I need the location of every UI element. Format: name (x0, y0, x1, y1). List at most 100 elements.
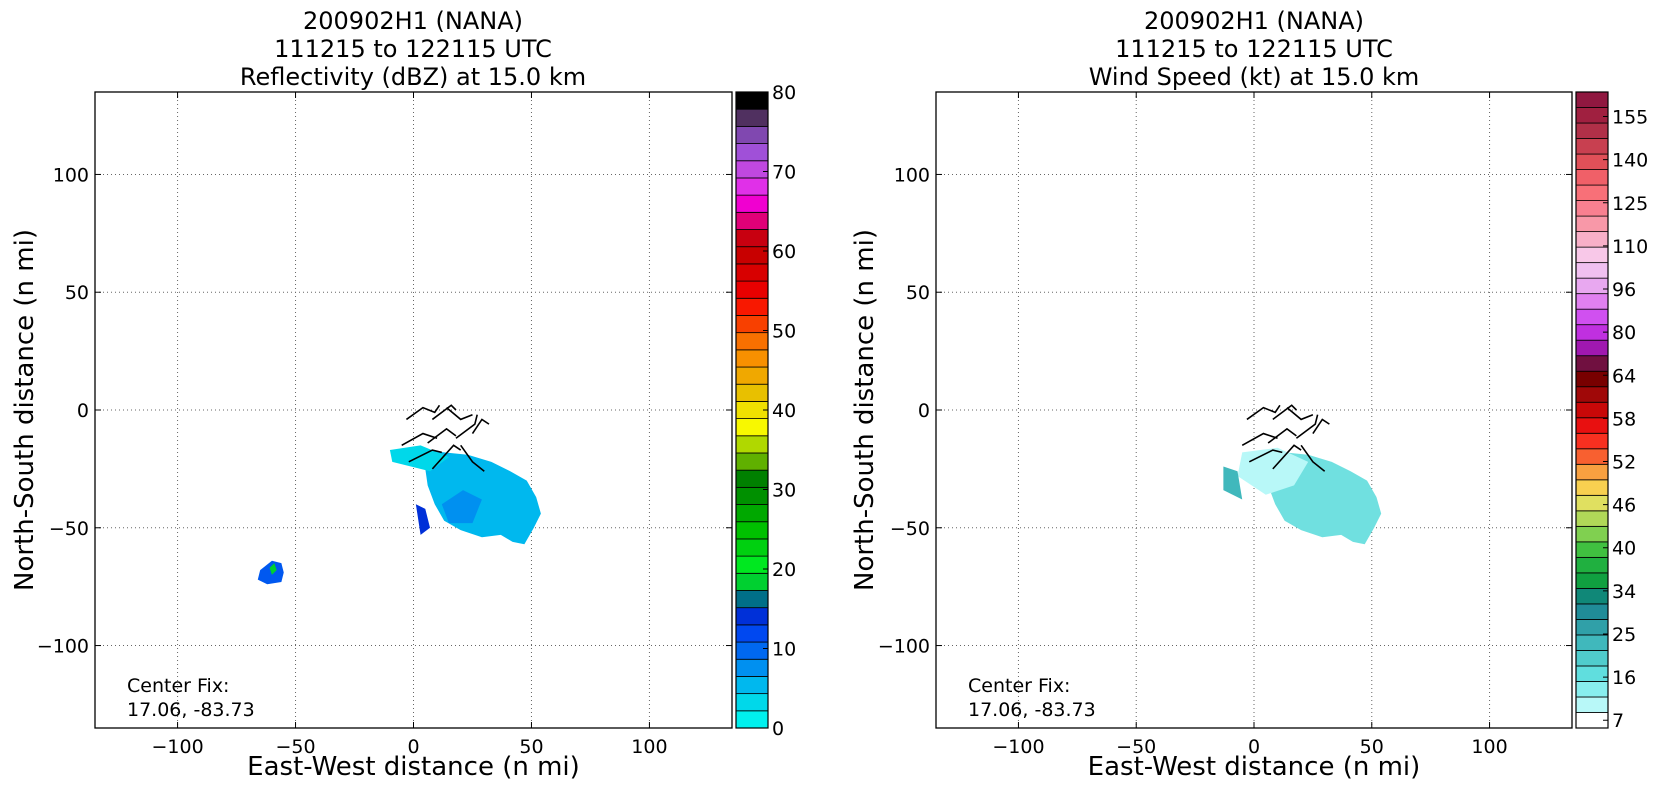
y-tick-label: 50 (906, 282, 930, 304)
colorbar-cell (735, 658, 769, 677)
colorbar-cell (735, 555, 769, 574)
x-tick-label: −100 (992, 736, 1044, 758)
x-tick-label: 100 (631, 736, 667, 758)
colorbar-tick-label: 80 (1612, 322, 1636, 344)
center-fix-line-1: Center Fix: (968, 675, 1070, 697)
colorbar-tick-label: 70 (772, 162, 796, 184)
x-tick-label: 0 (407, 736, 419, 758)
wind-barb (1295, 414, 1319, 439)
wind-speed-panel: 200902H1 (NANA)111215 to 122115 UTCWind … (850, 7, 1648, 782)
colorbar-cell (1575, 525, 1609, 543)
colorbar-tick-label: 30 (772, 480, 796, 502)
colorbar-cell (1575, 184, 1609, 201)
colorbar-cell (735, 710, 769, 729)
title-line-2: 111215 to 122115 UTC (1115, 35, 1393, 63)
x-tick-label: −50 (275, 736, 315, 758)
colorbar-cell (735, 263, 769, 282)
plot-area (936, 92, 1572, 728)
wind-barb (471, 418, 490, 434)
colorbar-cell (735, 332, 769, 351)
colorbar-tick-label: 46 (1612, 495, 1636, 517)
y-tick-label: 0 (918, 400, 930, 422)
colorbar-tick-label: 140 (1612, 150, 1648, 172)
colorbar-cell (1575, 401, 1609, 419)
colorbar-tick-label: 0 (772, 718, 784, 740)
echo-edge (389, 445, 449, 472)
x-tick-label: 0 (1248, 736, 1260, 758)
x-tick-label: −100 (151, 736, 203, 758)
wind-barb (1246, 404, 1281, 421)
colorbar-cell (735, 418, 769, 437)
wind-barb (1286, 407, 1314, 421)
y-tick-label: 100 (53, 164, 89, 186)
colorbar-cell (735, 504, 769, 523)
wind-barb (427, 427, 457, 444)
colorbar-cell (1575, 215, 1609, 233)
colorbar-cell (1575, 355, 1609, 372)
colorbar-cell (1575, 386, 1609, 403)
x-tick-label: 50 (519, 736, 543, 758)
colorbar-cell (735, 143, 769, 162)
colorbar-cell (1575, 246, 1609, 264)
colorbar-cell (735, 91, 769, 110)
colorbar-cell (1575, 107, 1609, 124)
colorbar-cell (1575, 696, 1609, 713)
plot-area (95, 92, 732, 728)
colorbar-cell (1575, 277, 1609, 295)
wind-barb (431, 404, 457, 421)
colorbar-tick-label: 16 (1612, 667, 1636, 689)
colorbar-cell (735, 538, 769, 557)
colorbar-cell (735, 246, 769, 265)
wind-barb (401, 432, 438, 447)
reflectivity-panel: 200902H1 (NANA)111215 to 122115 UTCRefle… (10, 7, 796, 782)
colorbar-cell (1575, 138, 1609, 155)
colorbar-tick-label: 7 (1612, 710, 1624, 732)
wind-barb (1267, 427, 1297, 444)
wind-barb (1241, 432, 1278, 447)
y-tick-label: 50 (65, 282, 89, 304)
y-tick-label: −100 (878, 636, 930, 658)
colorbar-cell (1575, 665, 1609, 682)
colorbar-cell (1575, 681, 1609, 698)
colorbar-cell (735, 160, 769, 179)
wind-barb (408, 449, 443, 463)
colorbar-cell (735, 280, 769, 299)
colorbar-tick-label: 110 (1612, 236, 1648, 258)
colorbar-tick-label: 10 (772, 639, 796, 661)
colorbar-cell (735, 676, 769, 695)
colorbar-cell (735, 435, 769, 454)
colorbar-tick-label: 155 (1612, 107, 1648, 129)
echo-core (415, 504, 431, 535)
colorbar-tick-label: 40 (1612, 538, 1636, 560)
colorbar-cell (1575, 262, 1609, 279)
colorbar-cell (735, 521, 769, 540)
colorbar-tick-label: 25 (1612, 624, 1636, 646)
colorbar-cell (735, 607, 769, 626)
colorbar-cell (1575, 510, 1609, 527)
colorbar-cell (1575, 572, 1609, 589)
colorbar-cell (1575, 603, 1609, 620)
colorbar-cell (1575, 339, 1609, 357)
y-tick-label: −100 (37, 636, 89, 658)
colorbar-cell (735, 641, 769, 660)
colorbar-cell (1575, 169, 1609, 186)
colorbar-cell (735, 590, 769, 609)
title-line-1: 200902H1 (NANA) (1144, 7, 1364, 35)
colorbar-tick-label: 64 (1612, 365, 1636, 387)
y-tick-label: 0 (77, 400, 89, 422)
colorbar-cell (735, 211, 769, 230)
colorbar-cell (1575, 463, 1609, 481)
colorbar-cell (1575, 153, 1609, 170)
y-axis-label: North-South distance (n mi) (850, 229, 880, 591)
colorbar-cell (735, 624, 769, 643)
colorbar-cell (1575, 417, 1609, 434)
colorbar-tick-label: 52 (1612, 452, 1636, 474)
colorbar-tick-label: 125 (1612, 193, 1648, 215)
colorbar-cell (735, 572, 769, 591)
colorbar-tick-label: 96 (1612, 279, 1636, 301)
colorbar-cell (735, 452, 769, 471)
colorbar-tick-label: 50 (772, 321, 796, 343)
echo-edge (1223, 466, 1243, 500)
x-tick-label: −50 (1116, 736, 1156, 758)
y-tick-label: −50 (890, 518, 930, 540)
